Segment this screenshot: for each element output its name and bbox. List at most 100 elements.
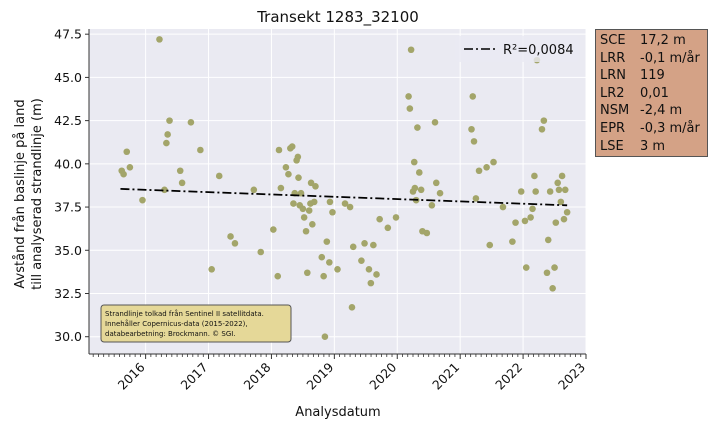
annotation-line-2: Innehåller Copernicus-data (2015-2022), <box>105 319 248 328</box>
stats-row-lr2: LR2 0,01 <box>600 85 703 103</box>
data-point <box>532 188 539 195</box>
data-point <box>538 125 546 133</box>
data-point <box>277 184 285 192</box>
stats-key: LSE <box>600 138 624 154</box>
data-point <box>370 241 377 249</box>
data-point <box>406 105 414 112</box>
data-point <box>349 243 357 251</box>
data-point <box>512 219 519 226</box>
data-point <box>554 179 561 187</box>
stats-value: 3 m <box>640 138 666 154</box>
data-point <box>120 170 127 178</box>
y-axis: 30.0 32.5 35.0 37.5 40.0 42.5 45.0 47.5 <box>54 27 90 354</box>
stats-row-sce: SCE 17,2 m <box>600 32 703 50</box>
data-point <box>126 163 134 171</box>
y-tick-label: 42.5 <box>54 113 82 128</box>
data-point <box>310 198 318 206</box>
data-point <box>341 200 349 207</box>
stats-row-lrr: LRR -0,1 m/år <box>600 50 703 68</box>
grid-lines <box>89 29 587 354</box>
data-point <box>176 167 184 175</box>
data-point <box>428 202 436 209</box>
data-point <box>522 264 530 271</box>
data-point <box>361 240 368 247</box>
stats-key: LRR <box>600 50 626 66</box>
data-point <box>326 259 333 266</box>
stats-value: -0,3 m/år <box>640 120 700 136</box>
data-point <box>227 233 234 240</box>
data-point <box>299 205 307 213</box>
data-point <box>161 186 168 194</box>
x-tick-label: 2016 <box>115 359 148 392</box>
data-point <box>415 169 423 176</box>
annotation-box <box>100 304 292 343</box>
annotation-line-1: Strandlinje tolkad från Sentinel II sate… <box>105 309 264 318</box>
data-point <box>285 170 292 178</box>
data-point <box>411 184 419 192</box>
data-point <box>346 203 354 211</box>
x-tick-label: 2022 <box>492 360 525 393</box>
data-point <box>215 172 223 180</box>
stats-row-lrn: LRN 119 <box>600 67 703 85</box>
x-axis-label: Analysdatum <box>295 405 380 420</box>
data-point <box>472 195 480 202</box>
y-tick-label: 45.0 <box>54 70 82 85</box>
x-tick-label: 2017 <box>178 360 211 393</box>
data-point <box>543 269 551 277</box>
data-point <box>423 229 431 237</box>
data-point <box>275 146 283 154</box>
y-axis-label-line-2: till analyserad strandlinje (m) <box>30 98 45 290</box>
data-point <box>321 333 329 341</box>
data-point <box>302 227 310 235</box>
data-point <box>546 188 554 195</box>
legend-label: R²=0,0084 <box>503 43 574 58</box>
data-point <box>376 215 383 223</box>
stats-value: -2,4 m <box>640 103 683 119</box>
stats-key: SCE <box>600 33 626 48</box>
trend-line-group <box>120 188 568 207</box>
data-point <box>257 248 265 256</box>
stats-value: 119 <box>640 68 665 84</box>
data-point <box>274 272 282 280</box>
data-point <box>384 224 392 232</box>
data-point <box>468 125 475 133</box>
data-point <box>560 215 568 223</box>
data-point <box>178 179 186 187</box>
data-point <box>365 265 373 273</box>
data-point <box>555 186 563 194</box>
stats-key: NSM <box>600 103 630 119</box>
x-tick-label: 2023 <box>555 360 588 393</box>
data-point <box>294 153 302 161</box>
y-tick-label: 37.5 <box>54 200 82 215</box>
data-point <box>329 208 336 216</box>
stats-key: LR2 <box>600 85 625 101</box>
stats-row-lse: LSE 3 m <box>600 138 703 156</box>
data-point <box>367 279 375 287</box>
data-point <box>282 163 290 171</box>
data-point <box>290 200 297 207</box>
data-point <box>373 271 380 278</box>
data-point <box>499 203 507 211</box>
trend-line <box>120 188 568 207</box>
chart-title: Transekt 1283_32100 <box>256 8 419 27</box>
data-point <box>431 119 439 126</box>
stats-key: LRN <box>600 68 626 84</box>
source-annotation: Strandlinje tolkad från Sentinel II sate… <box>100 304 292 343</box>
stats-box: SCE 17,2 m LRR -0,1 m/år LRN 119 LR2 0,01 NS… <box>595 29 708 157</box>
data-point <box>358 257 365 264</box>
data-point <box>334 265 341 273</box>
data-point <box>527 214 534 221</box>
data-point <box>407 46 415 54</box>
x-tick-label: 2021 <box>429 360 462 393</box>
legend-box <box>455 36 579 62</box>
data-point <box>288 143 296 150</box>
stats-row-epr: EPR -0,3 m/år <box>600 120 703 138</box>
data-point <box>166 117 173 124</box>
data-point <box>531 172 538 180</box>
data-point <box>549 285 556 292</box>
data-point <box>197 146 204 154</box>
data-point <box>156 36 163 43</box>
data-point <box>490 158 497 166</box>
data-point <box>295 174 302 181</box>
data-point <box>309 221 316 228</box>
